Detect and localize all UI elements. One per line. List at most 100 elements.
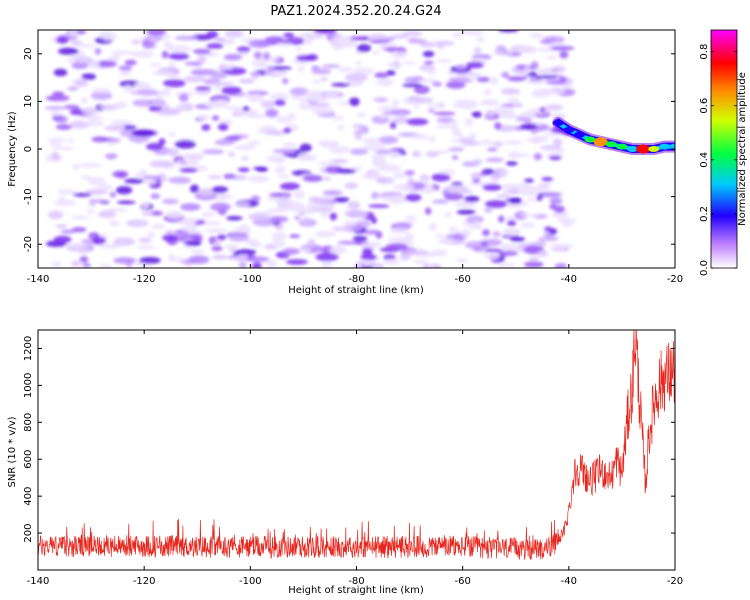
- noise-blob: [383, 259, 401, 265]
- noise-blob: [460, 229, 472, 237]
- noise-blob: [472, 220, 481, 229]
- noise-blob: [344, 182, 358, 190]
- snr-y-tick-label: 400: [23, 487, 34, 506]
- noise-blob: [224, 30, 244, 38]
- noise-blob: [482, 229, 490, 237]
- snr-y-tick-label: 1200: [23, 336, 34, 361]
- noise-blob: [115, 186, 133, 195]
- noise-blob: [282, 247, 300, 255]
- noise-blob: [482, 184, 502, 191]
- noise-blob: [554, 263, 568, 268]
- noise-blob: [494, 122, 502, 130]
- noise-blob: [505, 161, 518, 166]
- noise-blob: [302, 174, 323, 183]
- noise-blob: [544, 226, 553, 232]
- spectrogram-y-tick-label: -20: [23, 236, 34, 252]
- noise-blob: [246, 113, 267, 119]
- noise-blob: [217, 123, 229, 131]
- noise-blob: [71, 226, 87, 233]
- noise-blob: [404, 76, 422, 84]
- noise-blob: [356, 36, 372, 41]
- noise-blob: [436, 58, 451, 64]
- noise-blob: [168, 253, 175, 262]
- noise-blob: [65, 243, 87, 247]
- noise-blob: [196, 114, 210, 122]
- noise-blob: [179, 167, 198, 173]
- noise-blob: [447, 147, 465, 152]
- noise-blob: [336, 124, 345, 131]
- noise-blob: [372, 50, 380, 55]
- colorbar-tick-label: 0.6: [699, 98, 710, 114]
- noise-blob: [542, 191, 563, 198]
- noise-blob: [168, 52, 190, 60]
- noise-blob: [227, 151, 236, 157]
- noise-blob: [124, 59, 137, 66]
- noise-blob: [479, 139, 494, 146]
- noise-blob: [315, 252, 339, 262]
- noise-blob: [107, 153, 115, 161]
- noise-blob: [535, 74, 558, 79]
- noise-blob: [375, 177, 395, 184]
- noise-blob: [68, 30, 78, 37]
- noise-blob: [541, 177, 554, 182]
- noise-blob: [237, 167, 250, 173]
- noise-blob: [498, 250, 519, 256]
- noise-blob: [55, 124, 73, 130]
- noise-blob: [118, 65, 133, 71]
- noise-blob: [162, 79, 186, 88]
- noise-blob: [168, 176, 192, 184]
- noise-blob: [437, 43, 444, 50]
- noise-blob: [72, 192, 92, 197]
- noise-blob: [50, 261, 62, 267]
- snr-y-tick-label: 200: [23, 524, 34, 543]
- noise-blob: [247, 213, 269, 221]
- noise-blob: [196, 188, 217, 197]
- noise-blob: [296, 54, 315, 62]
- noise-blob: [497, 215, 505, 223]
- noise-blob: [545, 80, 567, 85]
- noise-blob: [444, 192, 464, 201]
- noise-blob: [283, 127, 292, 134]
- noise-blob: [374, 72, 389, 79]
- noise-blob: [87, 177, 106, 186]
- noise-blob: [270, 207, 283, 213]
- noise-blob: [184, 61, 202, 66]
- noise-blob: [248, 39, 271, 48]
- noise-blob: [56, 189, 78, 195]
- noise-blob: [406, 118, 429, 126]
- noise-blob: [223, 106, 240, 110]
- noise-blob: [79, 175, 93, 180]
- noise-blob: [262, 52, 271, 60]
- noise-blob: [372, 157, 387, 166]
- noise-blob: [168, 147, 179, 157]
- noise-blob: [413, 104, 420, 109]
- noise-blob: [60, 229, 76, 234]
- noise-blob: [414, 97, 434, 104]
- noise-blob: [361, 241, 382, 248]
- noise-blob: [330, 82, 351, 87]
- noise-blob: [116, 200, 136, 205]
- noise-blob: [72, 163, 80, 170]
- noise-blob: [422, 50, 435, 58]
- noise-blob: [226, 215, 243, 221]
- noise-blob: [275, 42, 294, 47]
- noise-blob: [53, 68, 68, 77]
- noise-blob: [320, 77, 328, 82]
- noise-blob: [379, 135, 399, 144]
- snr-y-tick-label: 600: [23, 450, 34, 469]
- noise-blob: [300, 247, 312, 252]
- noise-blob: [359, 125, 369, 134]
- noise-blob: [399, 252, 411, 261]
- noise-blob: [521, 200, 528, 206]
- noise-blob: [150, 193, 161, 199]
- noise-blob: [509, 236, 526, 242]
- noise-blob: [524, 261, 544, 268]
- noise-blob: [206, 30, 219, 39]
- colorbar: 0.0 0.2 0.4 0.6 0.8 Normalized spectral ampl…: [699, 29, 748, 276]
- noise-blob: [247, 140, 262, 146]
- noise-blob: [436, 117, 455, 124]
- noise-blob: [529, 32, 544, 39]
- signal-point: [627, 146, 639, 152]
- noise-blob: [272, 148, 296, 154]
